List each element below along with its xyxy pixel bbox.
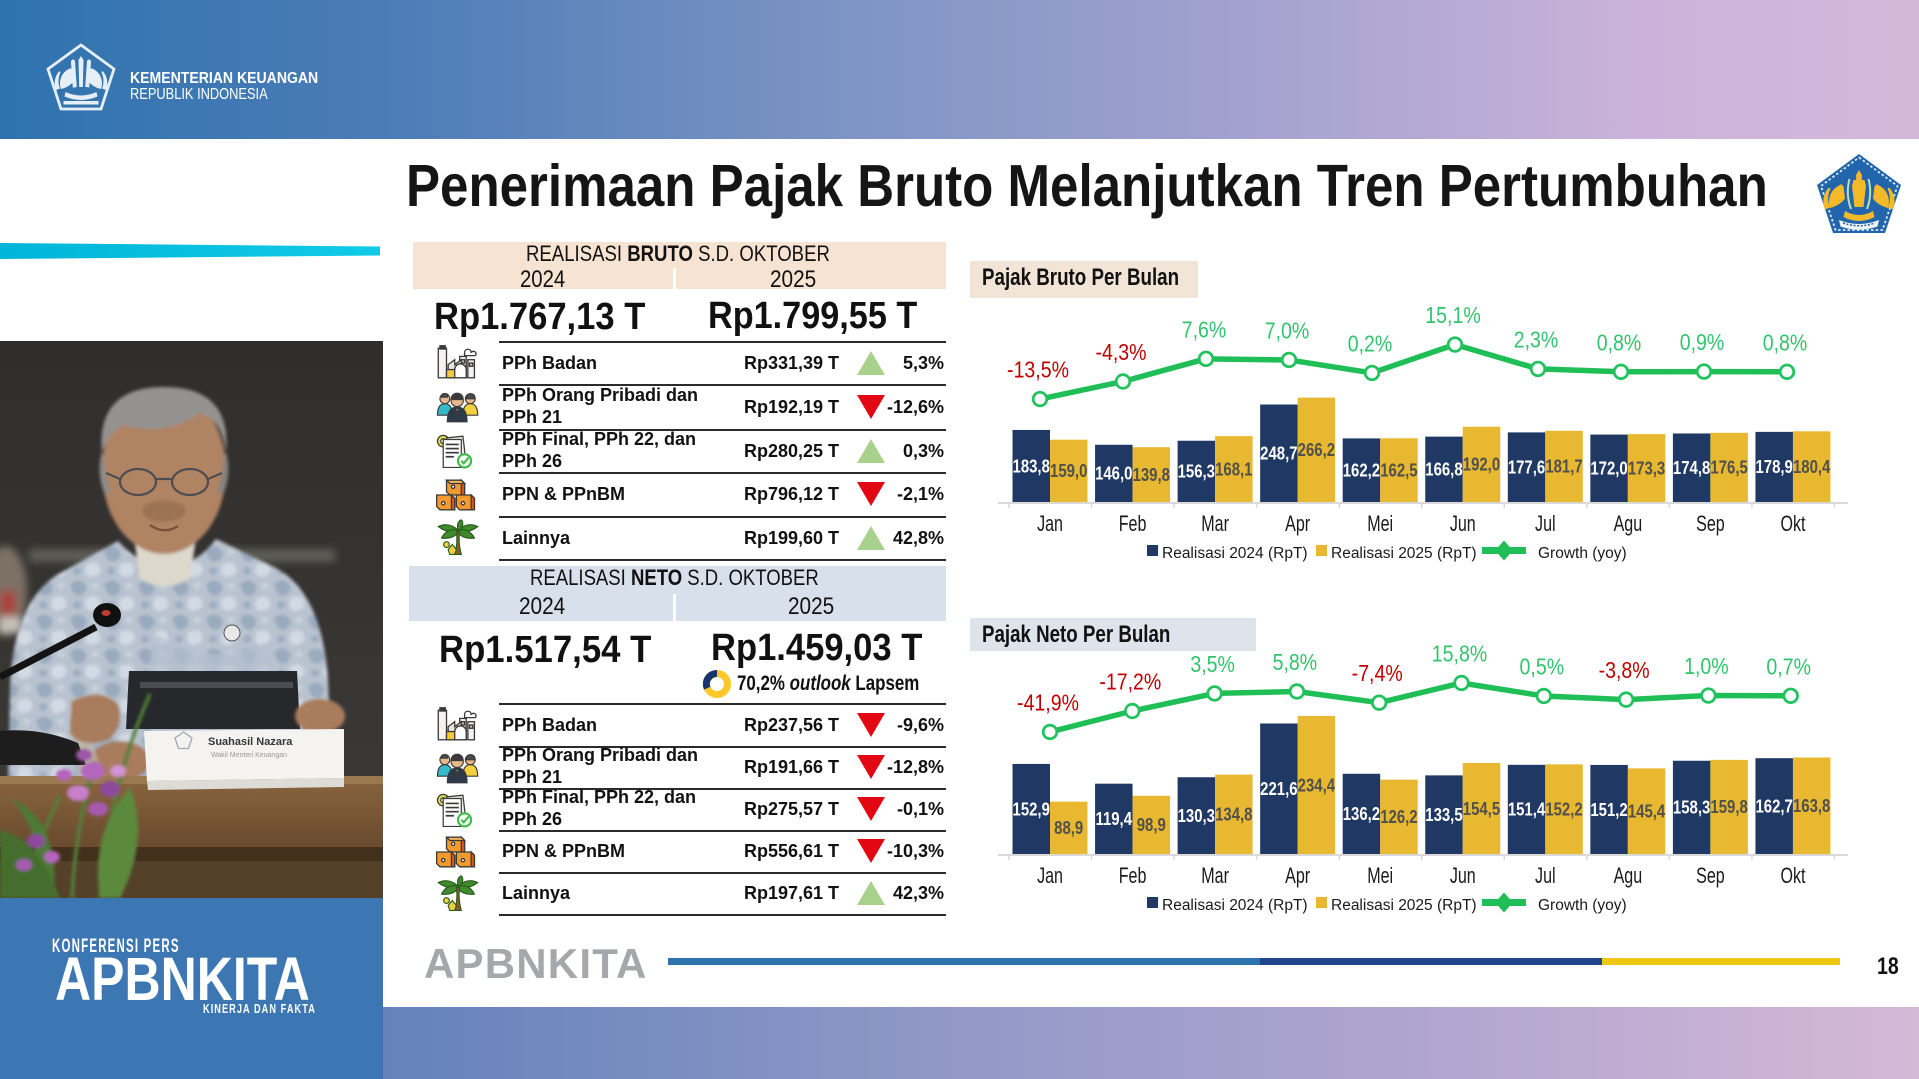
svg-text:Realisasi 2025 (RpT): Realisasi 2025 (RpT)	[1331, 545, 1477, 562]
svg-text:-3,8%: -3,8%	[1599, 658, 1650, 684]
svg-text:Growth (yoy): Growth (yoy)	[1538, 897, 1627, 914]
svg-text:183,8: 183,8	[1013, 456, 1050, 477]
svg-text:Suahasil Nazara: Suahasil Nazara	[208, 736, 293, 748]
svg-text:234,4: 234,4	[1298, 775, 1336, 796]
svg-text:Realisasi 2024 (RpT): Realisasi 2024 (RpT)	[1162, 897, 1308, 914]
svg-text:Mei: Mei	[1367, 513, 1393, 537]
svg-text:Jan: Jan	[1037, 513, 1063, 537]
svg-text:162,2: 162,2	[1343, 460, 1380, 481]
svg-text:15,8%: 15,8%	[1432, 641, 1487, 667]
svg-text:0,8%: 0,8%	[1763, 330, 1808, 356]
svg-text:Okt: Okt	[1780, 513, 1806, 537]
svg-text:154,5: 154,5	[1463, 798, 1500, 819]
svg-text:159,0: 159,0	[1050, 461, 1087, 482]
svg-text:2,3%: 2,3%	[1514, 327, 1559, 353]
svg-text:3,5%: 3,5%	[1190, 651, 1235, 677]
svg-text:Realisasi 2024 (RpT): Realisasi 2024 (RpT)	[1162, 545, 1308, 562]
svg-text:Sep: Sep	[1696, 865, 1725, 889]
svg-text:181,7: 181,7	[1545, 456, 1582, 477]
svg-text:Jul: Jul	[1535, 513, 1556, 537]
svg-text:126,2: 126,2	[1380, 807, 1417, 828]
svg-text:0,7%: 0,7%	[1766, 654, 1811, 680]
svg-text:177,6: 177,6	[1508, 457, 1545, 478]
svg-text:162,7: 162,7	[1755, 796, 1792, 817]
svg-text:248,7: 248,7	[1260, 443, 1297, 464]
svg-text:Agu: Agu	[1614, 513, 1643, 537]
svg-text:15,1%: 15,1%	[1425, 303, 1480, 329]
svg-text:119,4: 119,4	[1095, 809, 1132, 830]
svg-text:178,9: 178,9	[1755, 457, 1792, 478]
svg-text:146,0: 146,0	[1095, 463, 1132, 484]
svg-text:172,0: 172,0	[1590, 458, 1627, 479]
svg-text:152,9: 152,9	[1013, 799, 1050, 820]
svg-text:173,3: 173,3	[1628, 458, 1665, 479]
svg-text:7,6%: 7,6%	[1182, 317, 1227, 343]
svg-text:-4,3%: -4,3%	[1095, 340, 1146, 366]
svg-text:7,0%: 7,0%	[1265, 318, 1310, 344]
svg-text:Sep: Sep	[1696, 513, 1725, 537]
svg-text:163,8: 163,8	[1793, 796, 1830, 817]
svg-text:-7,4%: -7,4%	[1352, 661, 1403, 687]
svg-text:156,3: 156,3	[1178, 461, 1215, 482]
svg-text:139,8: 139,8	[1133, 465, 1170, 486]
svg-text:-13,5%: -13,5%	[1007, 357, 1069, 383]
svg-text:168,1: 168,1	[1215, 459, 1252, 480]
svg-text:152,2: 152,2	[1545, 799, 1582, 820]
svg-text:176,5: 176,5	[1710, 457, 1747, 478]
svg-text:0,2%: 0,2%	[1348, 331, 1393, 357]
svg-text:Wakil Menteri Keuangan: Wakil Menteri Keuangan	[211, 752, 287, 759]
svg-text:1,0%: 1,0%	[1684, 654, 1729, 680]
svg-text:151,4: 151,4	[1508, 799, 1546, 820]
svg-text:130,3: 130,3	[1178, 806, 1215, 827]
svg-text:-41,9%: -41,9%	[1017, 690, 1079, 716]
svg-text:266,2: 266,2	[1298, 440, 1335, 461]
svg-text:134,8: 134,8	[1215, 804, 1252, 825]
svg-text:Growth (yoy): Growth (yoy)	[1538, 545, 1627, 562]
svg-text:88,9: 88,9	[1054, 818, 1083, 839]
svg-text:180,4: 180,4	[1793, 457, 1831, 478]
svg-text:Realisasi 2025 (RpT): Realisasi 2025 (RpT)	[1331, 897, 1477, 914]
svg-text:0,5%: 0,5%	[1520, 654, 1565, 680]
svg-text:Mar: Mar	[1201, 513, 1229, 537]
svg-text:Feb: Feb	[1119, 513, 1147, 537]
svg-text:158,3: 158,3	[1673, 797, 1710, 818]
svg-text:0,9%: 0,9%	[1680, 330, 1725, 356]
svg-text:Jun: Jun	[1450, 513, 1476, 537]
svg-text:98,9: 98,9	[1137, 815, 1166, 836]
svg-text:221,6: 221,6	[1260, 779, 1297, 800]
svg-text:Jan: Jan	[1037, 865, 1063, 889]
svg-text:Mei: Mei	[1367, 865, 1393, 889]
svg-text:5,8%: 5,8%	[1273, 650, 1318, 676]
svg-text:Mar: Mar	[1201, 865, 1229, 889]
svg-text:Apr: Apr	[1285, 513, 1310, 537]
svg-text:Apr: Apr	[1285, 865, 1310, 889]
svg-text:151,2: 151,2	[1590, 799, 1627, 820]
svg-text:Jul: Jul	[1535, 865, 1556, 889]
svg-text:192,0: 192,0	[1463, 454, 1500, 475]
svg-text:133,5: 133,5	[1425, 805, 1462, 826]
svg-text:Okt: Okt	[1780, 865, 1806, 889]
svg-text:162,5: 162,5	[1380, 460, 1417, 481]
svg-text:136,2: 136,2	[1343, 804, 1380, 825]
svg-text:-17,2%: -17,2%	[1099, 669, 1161, 695]
svg-text:166,8: 166,8	[1425, 459, 1462, 480]
svg-text:174,8: 174,8	[1673, 458, 1710, 479]
svg-text:145,4: 145,4	[1628, 801, 1666, 822]
svg-text:0,8%: 0,8%	[1597, 330, 1642, 356]
svg-text:159,8: 159,8	[1710, 797, 1747, 818]
svg-text:Feb: Feb	[1119, 865, 1147, 889]
svg-text:Jun: Jun	[1450, 865, 1476, 889]
svg-text:Agu: Agu	[1614, 865, 1643, 889]
